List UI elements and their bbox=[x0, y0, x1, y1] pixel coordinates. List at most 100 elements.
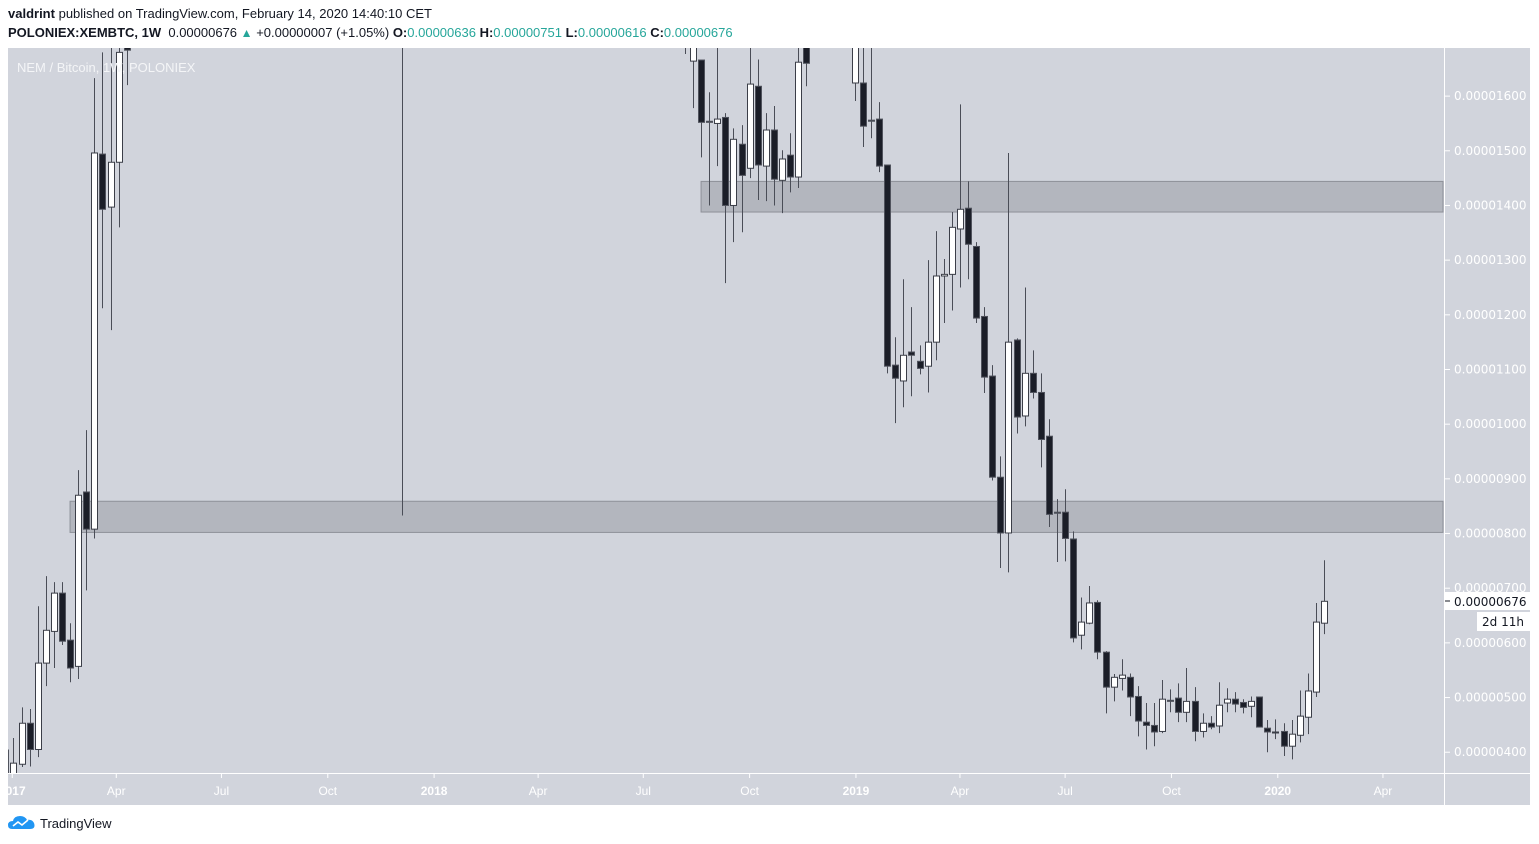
candle-body-up bbox=[75, 494, 82, 667]
support-resistance-zone[interactable] bbox=[69, 500, 1444, 533]
candle bbox=[10, 738, 17, 773]
candle bbox=[755, 59, 762, 200]
candle-body-down bbox=[973, 245, 980, 319]
price-tick-label: 0.00001600 bbox=[1454, 89, 1527, 103]
candle bbox=[1289, 719, 1296, 760]
candle bbox=[1200, 713, 1207, 738]
candle-body-down bbox=[981, 315, 988, 378]
candle bbox=[59, 582, 66, 646]
author-name[interactable]: valdrint bbox=[8, 6, 55, 21]
candle-body-up bbox=[763, 129, 770, 167]
candle bbox=[690, 48, 697, 109]
time-axis[interactable]: 2017 Apr Jul Oct 2018 Apr Jul Oct 2019 Apr Jul Oct 2… bbox=[0, 774, 1392, 798]
candle-body-down bbox=[989, 375, 996, 478]
candle-body-down bbox=[1281, 730, 1288, 747]
candle bbox=[917, 345, 924, 375]
candle bbox=[747, 48, 754, 179]
candle-body-down bbox=[1046, 435, 1053, 515]
candle-body-up bbox=[1313, 621, 1320, 693]
candle bbox=[1014, 338, 1021, 434]
candle-body-down bbox=[1208, 722, 1215, 728]
time-tick-label: Apr bbox=[951, 784, 970, 798]
candle-body-down bbox=[1014, 339, 1021, 418]
candle bbox=[67, 623, 74, 683]
chart-title: NEM / Bitcoin, 1W, POLONIEX bbox=[17, 60, 196, 75]
candle bbox=[730, 128, 737, 243]
candle-body-down bbox=[771, 129, 778, 180]
candle-body-down bbox=[1175, 697, 1182, 713]
candle-body-down bbox=[1070, 538, 1077, 639]
candle-body-down bbox=[860, 82, 867, 127]
price-tick-label: 0.00000900 bbox=[1454, 472, 1527, 486]
candle-body-up bbox=[1305, 690, 1312, 718]
candle bbox=[1240, 699, 1247, 714]
candle-body-up bbox=[1159, 698, 1166, 732]
support-resistance-zone[interactable] bbox=[700, 180, 1444, 213]
candle bbox=[1038, 373, 1045, 468]
candle-body-up bbox=[949, 226, 956, 275]
candle-body-down bbox=[1167, 699, 1174, 702]
candle-body-up bbox=[747, 83, 754, 169]
candle-body-down bbox=[1256, 696, 1263, 728]
candles-layer bbox=[8, 48, 1328, 773]
candle-body-up bbox=[1297, 715, 1304, 736]
candle bbox=[1086, 586, 1093, 625]
candle bbox=[116, 48, 123, 228]
candle bbox=[1159, 680, 1166, 734]
candle bbox=[722, 113, 729, 284]
candle-body-up bbox=[35, 662, 42, 750]
time-tick-label: Apr bbox=[107, 784, 126, 798]
candle bbox=[124, 48, 131, 86]
candle bbox=[1175, 683, 1182, 723]
candle bbox=[19, 707, 26, 767]
candle bbox=[1135, 686, 1142, 737]
candle bbox=[1216, 682, 1223, 734]
candle bbox=[868, 48, 875, 139]
candle-body-down bbox=[1240, 701, 1247, 708]
high-value: 0.00000751 bbox=[493, 25, 562, 40]
candle bbox=[1248, 696, 1255, 718]
candle bbox=[1111, 674, 1118, 702]
candle-body-down bbox=[83, 491, 90, 530]
candle-body-up bbox=[900, 354, 907, 382]
chart-background bbox=[8, 48, 1530, 805]
time-tick-label: Oct bbox=[740, 784, 759, 798]
footer-brand[interactable]: TradingView bbox=[8, 815, 112, 831]
candle-body-up bbox=[1022, 372, 1029, 417]
candle-body-down bbox=[8, 749, 9, 773]
candle bbox=[1232, 692, 1239, 713]
candle bbox=[941, 259, 948, 324]
symbol-label: POLONIEX:XEMBTC, 1W bbox=[8, 25, 162, 40]
candle-body-up bbox=[1216, 704, 1223, 727]
candle bbox=[908, 307, 915, 397]
symbol-info-bar: POLONIEX:XEMBTC, 1W 0.00000676 ▲ +0.0000… bbox=[8, 25, 733, 40]
candle-body-up bbox=[10, 762, 17, 773]
candle bbox=[1183, 668, 1190, 723]
candle bbox=[949, 212, 956, 311]
price-tick-label: 0.00000600 bbox=[1454, 636, 1527, 650]
candle bbox=[1022, 287, 1029, 427]
candle bbox=[1005, 152, 1012, 573]
candle-body-down bbox=[1103, 651, 1110, 688]
price-axis[interactable]: 0.00001600 0.00001500 0.00001400 0.00001300… bbox=[1445, 89, 1527, 759]
candle bbox=[876, 102, 883, 173]
high-label: H: bbox=[479, 25, 494, 40]
candle-body-up bbox=[1111, 676, 1118, 688]
price-tick-label: 0.00000700 bbox=[1454, 581, 1527, 595]
candle-body-up bbox=[1086, 602, 1093, 624]
candle bbox=[1094, 600, 1101, 660]
candle bbox=[1143, 703, 1150, 750]
candle-body-up bbox=[108, 161, 115, 208]
candle bbox=[933, 231, 940, 361]
candle-body-down bbox=[1232, 698, 1239, 705]
candle bbox=[108, 48, 115, 331]
candle bbox=[1305, 673, 1312, 735]
candle bbox=[99, 52, 106, 309]
candle bbox=[1192, 687, 1199, 742]
candle bbox=[714, 48, 721, 167]
candle-body-up bbox=[1005, 341, 1012, 534]
candle-body-up bbox=[1224, 698, 1231, 704]
countdown-label: 2d 11h bbox=[1482, 615, 1524, 629]
last-price: 0.00000676 bbox=[168, 25, 238, 40]
